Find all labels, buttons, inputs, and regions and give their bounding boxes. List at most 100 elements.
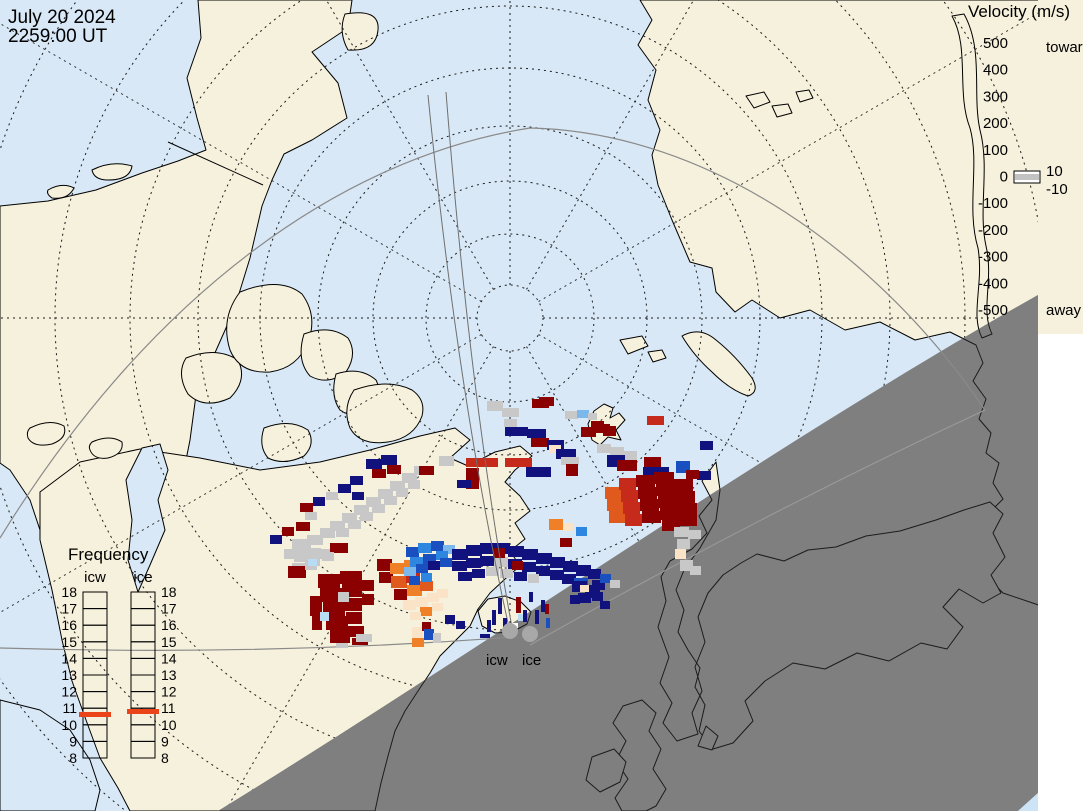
velocity-cell bbox=[432, 603, 443, 611]
baffin-bay-inlet bbox=[125, 443, 169, 593]
velocity-cell bbox=[318, 574, 340, 588]
velocity-cell bbox=[607, 499, 623, 511]
velocity-cell bbox=[336, 528, 349, 537]
velocity-cell bbox=[348, 626, 364, 637]
frequency-scale-label-left: 16 bbox=[61, 617, 77, 633]
velocity-cell bbox=[676, 491, 695, 503]
velocity-cell bbox=[610, 580, 620, 588]
frequency-scale-label-right: 17 bbox=[161, 601, 177, 617]
velocity-cell bbox=[362, 594, 374, 605]
radar-site-dot-ice bbox=[522, 626, 538, 642]
velocity-cell bbox=[288, 566, 306, 578]
velocity-cell bbox=[591, 421, 604, 431]
time-label: 2259:00 UT bbox=[8, 26, 108, 47]
velocity-cell bbox=[600, 601, 610, 609]
velocity-cell bbox=[549, 445, 561, 453]
velocity-cell bbox=[603, 426, 616, 436]
velocity-cell bbox=[480, 543, 496, 554]
arctic-island-2 bbox=[226, 283, 313, 373]
velocity-cell bbox=[680, 560, 693, 571]
velocity-cell bbox=[416, 564, 428, 573]
colorbar-toward-label: toward bbox=[1046, 39, 1083, 56]
velocity-cell bbox=[674, 479, 693, 491]
velocity-cell bbox=[418, 543, 432, 553]
velocity-cell bbox=[486, 567, 499, 576]
velocity-cell bbox=[550, 557, 565, 568]
arctic-island-1 bbox=[181, 352, 243, 404]
velocity-cell bbox=[561, 457, 579, 465]
radar-vector bbox=[487, 620, 491, 632]
velocity-cell bbox=[305, 512, 317, 520]
velocity-cell bbox=[424, 629, 434, 640]
velocity-cell bbox=[617, 460, 637, 471]
frequency-scale-label-left: 18 bbox=[61, 584, 77, 600]
velocity-cell bbox=[610, 447, 624, 456]
radar-site-dot-icw bbox=[502, 623, 518, 639]
velocity-cell bbox=[300, 503, 313, 512]
radar-site-label-icw: icw bbox=[486, 652, 508, 669]
velocity-cell bbox=[609, 511, 625, 523]
colorbar-pos-threshold-label: 10 bbox=[1046, 163, 1063, 180]
velocity-cell bbox=[296, 522, 310, 531]
radar-vector bbox=[529, 592, 533, 602]
frequency-scale-label-left: 12 bbox=[61, 684, 77, 700]
nw-island-a bbox=[47, 184, 75, 199]
velocity-cell bbox=[384, 496, 397, 505]
velocity-cell bbox=[406, 547, 419, 557]
colorbar-tick-label: -200 bbox=[978, 222, 1008, 239]
colorbar-tick-label: -500 bbox=[978, 302, 1008, 319]
velocity-cell bbox=[572, 581, 587, 592]
meridian-line bbox=[538, 12, 1038, 302]
velocity-cell bbox=[662, 520, 680, 531]
frequency-scale-label-right: 13 bbox=[161, 667, 177, 683]
velocity-cell bbox=[445, 615, 455, 624]
velocity-cell bbox=[647, 416, 664, 425]
radar-vector bbox=[492, 610, 496, 625]
velocity-cell bbox=[412, 627, 423, 638]
frequency-scale-label-right: 18 bbox=[161, 584, 177, 600]
frequency-scale-label-right: 10 bbox=[161, 717, 177, 733]
latitude-circle bbox=[197, 5, 823, 631]
velocity-cell bbox=[678, 503, 697, 515]
radar-vector bbox=[480, 634, 490, 638]
right-margin-top bbox=[1038, 0, 1083, 334]
velocity-cell bbox=[660, 508, 680, 520]
date-label: July 20 2024 bbox=[8, 7, 116, 28]
latitude-circle bbox=[129, 0, 891, 699]
velocity-cell bbox=[570, 595, 580, 604]
velocity-cell bbox=[697, 471, 711, 480]
terminator-circle-arc bbox=[0, 127, 986, 539]
colorbar-neg-threshold-label: -10 bbox=[1046, 181, 1068, 198]
velocity-cell bbox=[338, 484, 351, 493]
velocity-cell bbox=[688, 530, 701, 539]
velocity-cell bbox=[466, 458, 498, 467]
frequency-column-label-icw: icw bbox=[84, 569, 106, 586]
velocity-cell bbox=[422, 622, 431, 631]
velocity-cell bbox=[605, 487, 621, 499]
frequency-scale-label-right: 11 bbox=[161, 700, 176, 716]
velocity-cell bbox=[505, 458, 532, 467]
frequency-scale-label-right: 9 bbox=[161, 733, 169, 749]
frequency-box bbox=[130, 740, 156, 759]
velocity-cell bbox=[408, 480, 420, 489]
colorbar-tick-label: 100 bbox=[983, 142, 1008, 159]
velocity-cell bbox=[348, 520, 361, 529]
velocity-cell bbox=[452, 549, 468, 560]
colorbar-tick-label: 400 bbox=[983, 62, 1008, 79]
colorbar-title: Velocity (m/s) bbox=[968, 2, 1070, 21]
frequency-scale-label-left: 14 bbox=[61, 650, 77, 666]
velocity-cell bbox=[563, 523, 573, 531]
velocity-cell bbox=[592, 592, 603, 601]
velocity-cell bbox=[307, 535, 321, 545]
ellesmere-island bbox=[346, 383, 424, 444]
frequency-scale-label-right: 14 bbox=[161, 650, 177, 666]
velocity-cell bbox=[508, 546, 524, 557]
velocity-cell bbox=[457, 480, 471, 488]
velocity-cell bbox=[428, 561, 440, 570]
velocity-cell bbox=[330, 521, 345, 531]
velocity-cell bbox=[502, 408, 519, 417]
radar-site-label-ice: ice bbox=[522, 652, 541, 669]
frequency-column-label-ice: ice bbox=[133, 569, 152, 586]
